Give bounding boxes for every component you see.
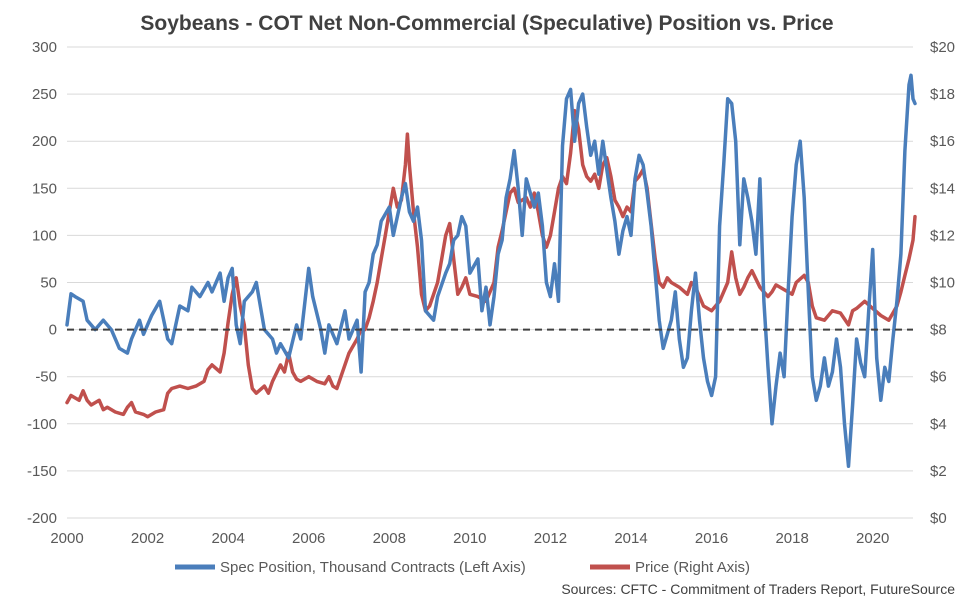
left-tick-label: 150 bbox=[32, 180, 57, 197]
right-tick-label: $14 bbox=[930, 180, 955, 197]
x-tick-label: 2000 bbox=[50, 530, 83, 547]
left-tick-label: 50 bbox=[40, 275, 57, 292]
x-tick-label: 2018 bbox=[775, 530, 808, 547]
left-tick-label: 0 bbox=[49, 322, 57, 339]
x-tick-label: 2016 bbox=[695, 530, 728, 547]
gridlines bbox=[67, 46, 913, 519]
source-note: Sources: CFTC - Commitment of Traders Re… bbox=[561, 581, 955, 597]
x-tick-label: 2010 bbox=[453, 530, 486, 547]
right-tick-label: $16 bbox=[930, 133, 955, 150]
x-tick-label: 2006 bbox=[292, 530, 325, 547]
x-tick-label: 2014 bbox=[614, 530, 647, 547]
left-tick-label: 200 bbox=[32, 133, 57, 150]
right-tick-label: $18 bbox=[930, 86, 955, 103]
x-tick-label: 2020 bbox=[856, 530, 889, 547]
right-tick-label: $6 bbox=[930, 369, 947, 386]
left-tick-label: 100 bbox=[32, 227, 57, 244]
series-line-spec-position bbox=[65, 73, 917, 468]
left-tick-label: -50 bbox=[35, 369, 57, 386]
left-axis-ticks: 300 250 200 150 100 50 0 -50 -100 -150 -200 bbox=[27, 39, 57, 527]
left-tick-label: -100 bbox=[27, 416, 57, 433]
x-tick-label: 2008 bbox=[373, 530, 406, 547]
chart-title: Soybeans - COT Net Non-Commercial (Specu… bbox=[140, 12, 833, 35]
x-tick-label: 2002 bbox=[131, 530, 164, 547]
left-tick-label: -200 bbox=[27, 510, 57, 527]
left-tick-label: -150 bbox=[27, 463, 57, 480]
right-tick-label: $0 bbox=[930, 510, 947, 527]
right-tick-label: $4 bbox=[930, 416, 947, 433]
series-group bbox=[65, 73, 917, 468]
x-tick-label: 2012 bbox=[534, 530, 567, 547]
legend-label-price: Price (Right Axis) bbox=[635, 559, 750, 576]
right-tick-label: $12 bbox=[930, 227, 955, 244]
series-line-price bbox=[65, 108, 917, 419]
right-tick-label: $8 bbox=[930, 322, 947, 339]
x-axis-ticks: 2000 2002 2004 2006 2008 2010 2012 2014 2016 2018… bbox=[50, 530, 889, 547]
legend: Spec Position, Thousand Contracts (Left … bbox=[175, 559, 750, 576]
x-tick-label: 2004 bbox=[211, 530, 244, 547]
left-tick-label: 300 bbox=[32, 39, 57, 56]
left-tick-label: 250 bbox=[32, 86, 57, 103]
legend-label-spec: Spec Position, Thousand Contracts (Left … bbox=[220, 559, 526, 576]
right-axis-ticks: $20 $18 $16 $14 $12 $10 $8 $6 $4 $2 $0 bbox=[930, 39, 955, 527]
right-tick-label: $2 bbox=[930, 463, 947, 480]
right-tick-label: $10 bbox=[930, 275, 955, 292]
right-tick-label: $20 bbox=[930, 39, 955, 56]
